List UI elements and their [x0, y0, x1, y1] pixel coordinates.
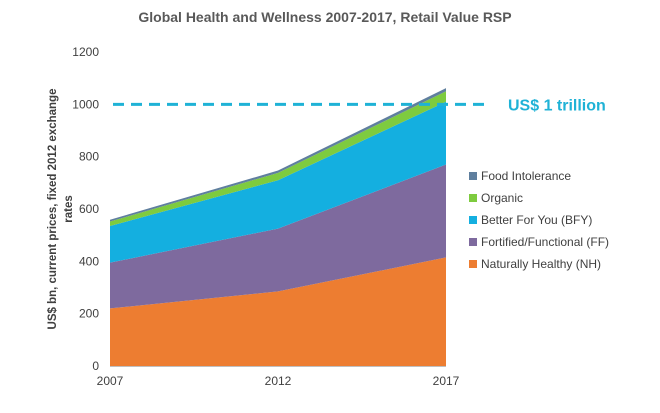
- y-axis-ticks: 0 200 400 600 800 1000 1200: [72, 45, 99, 373]
- legend-swatch: [469, 260, 477, 268]
- y-tick-label: 1000: [72, 97, 99, 111]
- legend-label: Better For You (BFY): [481, 213, 592, 227]
- y-axis-label-group: US$ bn, current prices, fixed 2012 excha…: [47, 89, 75, 330]
- y-tick-label: 600: [79, 202, 99, 216]
- y-tick-label: 400: [79, 254, 99, 268]
- y-tick-label: 0: [92, 359, 99, 373]
- reference-line-label: US$ 1 trillion: [508, 97, 606, 114]
- area-series-3: [110, 101, 446, 263]
- area-series-1: [110, 257, 446, 366]
- y-tick-label: 1200: [72, 45, 99, 59]
- legend-label: Food Intolerance: [481, 169, 571, 183]
- legend-label: Naturally Healthy (NH): [481, 257, 601, 271]
- legend-label: Organic: [481, 191, 523, 205]
- legend: Food Intolerance Organic Better For You (B…: [469, 169, 609, 271]
- y-tick-label: 800: [79, 150, 99, 164]
- area-series-2: [110, 164, 446, 309]
- legend-swatch: [469, 194, 477, 202]
- y-tick-label: 200: [79, 307, 99, 321]
- legend-swatch: [469, 238, 477, 246]
- area-series-group: [110, 88, 446, 366]
- area-series-4: [110, 91, 446, 227]
- legend-label: Fortified/Functional (FF): [481, 235, 609, 249]
- y-axis-label-line-1: US$ bn, current prices, fixed 2012 excha…: [47, 89, 59, 330]
- y-axis-label-line-2: rates: [63, 195, 75, 223]
- x-axis-ticks: 2007 2012 2017: [97, 374, 460, 388]
- legend-swatch: [469, 216, 477, 224]
- legend-swatch: [469, 172, 477, 180]
- reference-line-group: US$ 1 trillion: [113, 97, 606, 114]
- x-tick-label: 2007: [97, 374, 124, 388]
- x-tick-label: 2017: [433, 374, 460, 388]
- x-tick-label: 2012: [265, 374, 292, 388]
- chart-title: Global Health and Wellness 2007-2017, Re…: [138, 9, 511, 25]
